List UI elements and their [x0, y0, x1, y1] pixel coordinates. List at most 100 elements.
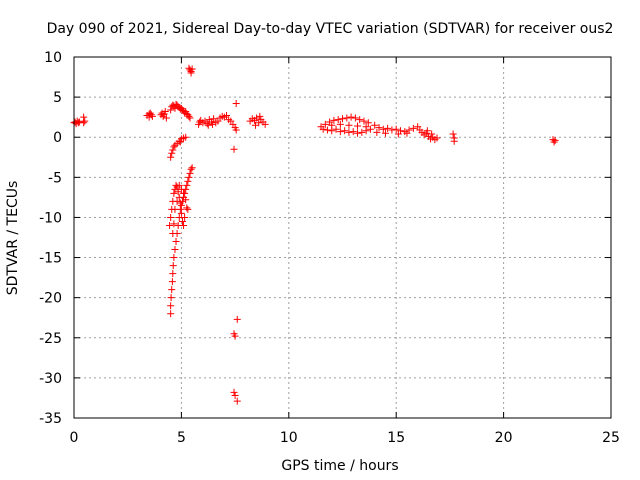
- data-point: [373, 128, 381, 136]
- data-point: [172, 238, 180, 246]
- data-point: [343, 114, 351, 122]
- x-tick-label: 25: [602, 430, 620, 446]
- data-point: [351, 114, 359, 122]
- data-point: [162, 114, 170, 122]
- x-tick-label: 10: [280, 430, 298, 446]
- data-point: [170, 220, 178, 228]
- data-point: [178, 217, 186, 225]
- data-point: [345, 128, 353, 136]
- data-point: [364, 119, 372, 127]
- data-point: [182, 133, 190, 141]
- data-point: [171, 205, 179, 213]
- data-point: [169, 229, 177, 237]
- data-point: [181, 213, 189, 221]
- data-point: [170, 143, 178, 151]
- axis-ticks: [73, 56, 612, 419]
- data-point: [186, 169, 194, 177]
- data-point: [423, 127, 431, 135]
- data-point: [169, 146, 177, 154]
- data-point: [336, 120, 344, 128]
- data-point: [168, 149, 176, 157]
- data-point: [403, 129, 411, 137]
- x-tick-label: 5: [177, 430, 186, 446]
- data-point: [173, 197, 181, 205]
- y-tick-label: -35: [39, 411, 62, 427]
- data-point: [161, 108, 169, 116]
- data-point: [80, 119, 88, 127]
- data-point: [171, 246, 179, 254]
- y-tick-label: -5: [48, 170, 62, 186]
- y-tick-labels: 10 5 0 -5 -10 -15 -20 -25 -30 -35: [39, 50, 62, 427]
- y-tick-label: -20: [39, 291, 62, 307]
- data-point: [336, 128, 344, 136]
- data-point: [392, 125, 400, 133]
- data-point: [223, 112, 231, 120]
- data-point: [169, 270, 177, 278]
- grid: [74, 57, 611, 418]
- data-point: [203, 120, 211, 128]
- data-point: [394, 130, 402, 138]
- data-point: [230, 388, 238, 396]
- data-point: [188, 65, 196, 73]
- y-axis-label: SDTVAR / TECUs: [5, 181, 21, 296]
- chart-title: Day 090 of 2021, Sidereal Day-to-day VTE…: [47, 21, 614, 37]
- data-point: [185, 173, 193, 181]
- data-point: [196, 118, 204, 126]
- data-point: [375, 124, 383, 132]
- data-point: [319, 125, 327, 133]
- data-point: [168, 278, 176, 286]
- data-point: [81, 117, 89, 125]
- data-point: [328, 121, 336, 129]
- data-point: [450, 137, 458, 145]
- data-point: [145, 113, 153, 121]
- data-point: [371, 121, 379, 129]
- data-point: [170, 189, 178, 197]
- data-point: [167, 310, 175, 318]
- y-tick-label: -10: [39, 210, 62, 226]
- data-point: [186, 114, 194, 122]
- data-point: [409, 124, 417, 132]
- data-point: [167, 294, 175, 302]
- data-point: [170, 254, 178, 262]
- data-point: [388, 126, 396, 134]
- data-point: [177, 185, 185, 193]
- x-tick-label: 0: [70, 430, 79, 446]
- data-point: [204, 121, 212, 129]
- data-point: [183, 181, 191, 189]
- data-point: [428, 130, 436, 138]
- data-point: [188, 164, 196, 172]
- data-point: [209, 120, 217, 128]
- data-point: [330, 116, 338, 124]
- data-point: [341, 127, 349, 135]
- data-point: [167, 153, 175, 161]
- data-point: [358, 128, 366, 136]
- data-point: [256, 112, 264, 120]
- data-point: [252, 121, 260, 129]
- data-point: [184, 177, 192, 185]
- data-point: [180, 221, 188, 229]
- data-point: [550, 138, 558, 146]
- x-tick-label: 20: [495, 430, 513, 446]
- data-point: [381, 129, 389, 137]
- data-point: [551, 136, 559, 144]
- data-point: [187, 165, 195, 173]
- data-point: [176, 138, 184, 146]
- data-point: [175, 181, 183, 189]
- data-point: [449, 130, 457, 138]
- data-point: [180, 189, 188, 197]
- data-point: [167, 213, 175, 221]
- data-point: [323, 126, 331, 134]
- data-point: [176, 199, 184, 207]
- y-tick-label: -30: [39, 371, 62, 387]
- data-point: [168, 286, 176, 294]
- data-point: [362, 123, 370, 131]
- data-point: [183, 204, 191, 212]
- data-point: [167, 106, 175, 114]
- data-point: [379, 125, 387, 133]
- data-point: [75, 118, 83, 126]
- data-point: [175, 193, 183, 201]
- data-point: [332, 125, 340, 133]
- data-point: [169, 262, 177, 270]
- data-point: [354, 122, 362, 130]
- data-point: [148, 112, 156, 120]
